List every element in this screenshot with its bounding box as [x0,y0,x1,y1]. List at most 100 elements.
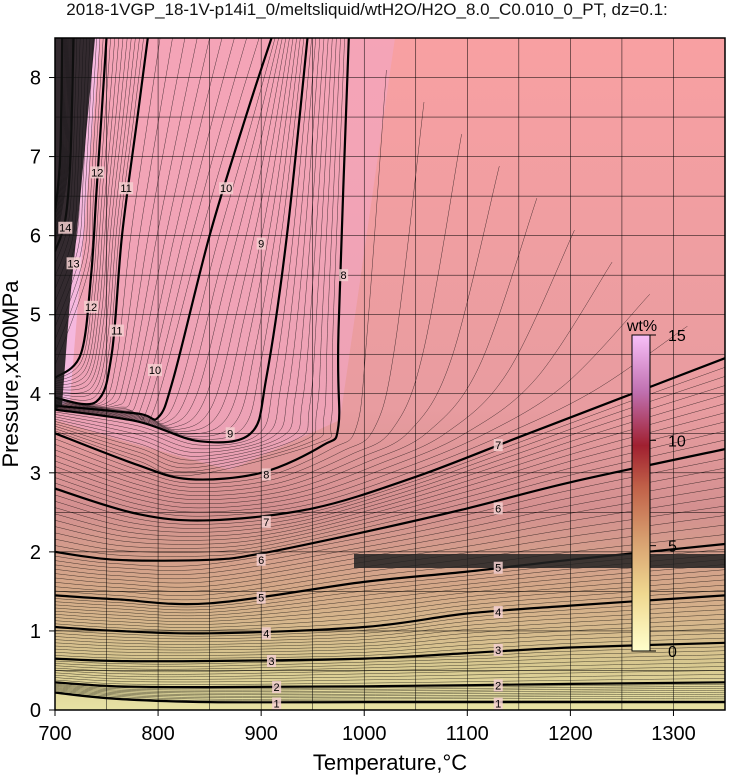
y-tick-label: 0 [30,700,41,722]
contour-label: 5 [493,561,503,575]
minor-contour-line [55,604,725,640]
contour-label-box [493,643,503,656]
minor-contour-line [55,261,613,509]
high-water-region [55,38,395,470]
contour-line-9 [55,38,309,444]
minor-contour-line [55,38,120,385]
minor-contour-line [55,38,297,435]
minor-contour-line [55,38,97,341]
minor-contour-line [55,412,725,545]
contour-label: 10 [219,182,234,195]
contour-label: 12 [84,300,99,314]
contour-label-box [339,269,349,282]
minor-contour-line [55,38,333,465]
grid-lines [55,38,725,710]
contour-label: 9 [256,237,266,251]
minor-contour-line [55,38,132,391]
minor-contour-line [55,637,725,659]
contour-label: 6 [256,553,266,567]
minor-contour-line [55,683,725,689]
contour-label: 7 [261,515,271,529]
minor-contour-line [55,38,140,397]
contour-label: 5 [256,591,266,605]
contour-label-text: 11 [120,183,131,195]
minor-contour-line [55,439,725,557]
colorbar [631,334,651,652]
y-tick-label: 1 [30,621,41,643]
minor-contour-line [55,662,725,675]
minor-contour-line [55,691,725,702]
contour-label-box [109,324,124,337]
minor-contour-line [55,38,223,411]
minor-contour-line [55,534,725,601]
minor-contour-line [55,134,462,492]
minor-contour-line [55,599,725,637]
contour-label-text: 8 [263,469,269,481]
minor-contour-line [55,166,500,496]
contour-label: 4 [493,605,503,619]
minor-contour-line [55,38,116,383]
minor-contour-line [55,678,725,685]
contour-label-text: 5 [495,563,501,575]
contour-line-7 [55,357,725,522]
contour-label: 2 [493,679,503,692]
dense-contour-strip [55,38,95,410]
minor-contour-line [55,230,575,505]
contour-label-text: 10 [149,365,161,377]
contour-label-box [261,515,271,528]
colorbar-label: wt% [626,318,657,335]
minor-contour-line [55,38,136,394]
x-tick-label: 800 [141,723,174,745]
minor-contour-line [55,38,317,450]
minor-contour-line [55,467,725,571]
contour-line-1 [55,691,725,704]
y-tick-label: 6 [30,226,41,248]
minor-contour-line [55,684,725,691]
contour-label-box [66,257,81,270]
contour-label-box [256,237,266,250]
minor-contour-line [55,618,725,648]
minor-contour-line [55,38,101,353]
x-tick-label: 700 [38,723,71,745]
y-tick-label: 4 [30,384,41,406]
minor-contour-line [55,421,725,549]
x-tick-label: 1300 [651,723,696,745]
minor-contour-line [55,690,725,700]
minor-contour-line [55,666,725,678]
contour-line-6 [55,448,725,562]
minor-contour-line [55,564,725,617]
minor-contour-line [55,685,725,692]
minor-contour-line [55,38,235,416]
colorbar-tick-label: 15 [668,328,686,345]
contour-label-text: 7 [495,440,501,452]
contour-label: 8 [339,269,349,282]
minor-contour-line [55,38,173,406]
minor-contour-line [55,101,425,488]
minor-contour-line [55,559,725,614]
contour-label-box [261,627,271,640]
plot-frame [54,37,726,711]
minor-contour-line [55,674,725,683]
contour-label: 11 [109,324,124,338]
minor-contour-line [55,650,725,667]
contour-label: 3 [266,654,276,668]
contour-label-box [84,300,99,313]
contour-label-text: 13 [67,258,79,270]
minor-contour-line [55,579,725,625]
contour-label-text: 6 [258,555,264,567]
y-tick-label: 7 [30,147,41,169]
minor-contour-line [55,38,337,469]
colorbar-tick-label: 0 [668,644,677,661]
contour-label: 1 [272,697,282,711]
contour-lines [55,38,725,704]
contour-label-text: 2 [274,682,280,694]
contour-label-text: 4 [495,607,501,619]
contour-label-text: 1 [274,699,280,711]
minor-contour-line [55,458,725,567]
minor-contour-line [55,688,725,697]
contour-label-text: 3 [268,656,274,668]
minor-contour-line [55,486,725,580]
x-tick-label: 1000 [342,723,387,745]
contour-label-text: 4 [263,628,269,640]
